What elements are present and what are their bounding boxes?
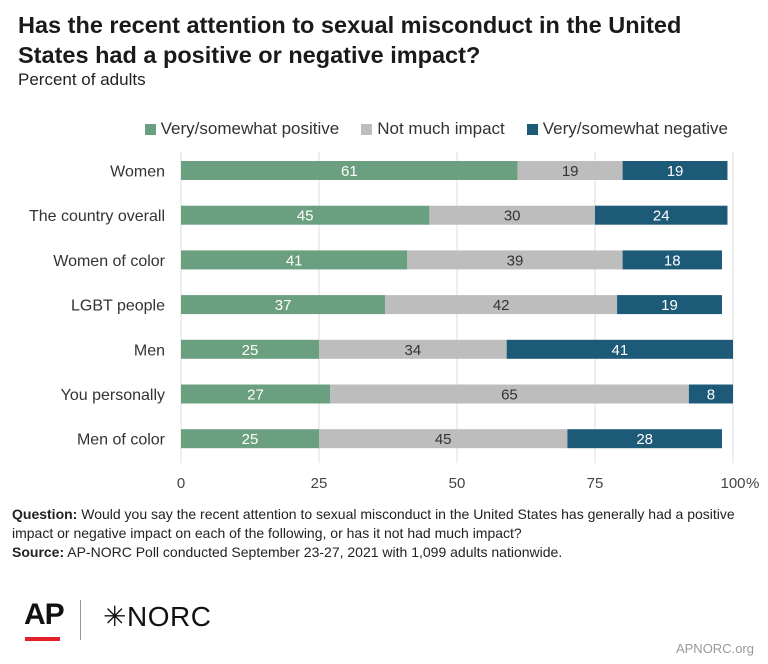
bar-segment <box>595 205 728 225</box>
bar-segment <box>506 339 733 359</box>
bar-segment <box>181 205 430 225</box>
x-axis-unit: % <box>746 475 759 492</box>
category-label: Men of color <box>77 432 166 449</box>
data-label: 42 <box>493 297 510 314</box>
data-label: 30 <box>504 208 521 225</box>
footnote: Question: Would you say the recent atten… <box>12 505 752 562</box>
x-tick-label: 50 <box>449 475 466 492</box>
bar-segment <box>688 384 733 404</box>
category-label: Women <box>110 164 165 181</box>
source-text: AP-NORC Poll conducted September 23-27, … <box>67 544 563 560</box>
data-label: 34 <box>404 342 421 359</box>
stacked-bar-chart: 0 25 50 75 100 % Women 61 19 19 The country overal… <box>29 152 759 492</box>
bar-segment <box>330 384 689 404</box>
data-label: 28 <box>636 431 653 448</box>
bar-segment <box>181 384 331 404</box>
bar-segment <box>622 161 728 180</box>
legend-item-neutral: Not much impact <box>361 119 505 139</box>
legend: Very/somewhat positive Not much impact V… <box>144 119 728 139</box>
legend-label-neutral: Not much impact <box>377 119 505 138</box>
bar-segment <box>567 429 722 449</box>
category-label: Men <box>134 342 165 359</box>
bar-segment <box>319 339 507 359</box>
legend-item-positive: Very/somewhat positive <box>144 119 340 139</box>
norc-logo-text: NORC <box>126 601 212 632</box>
category-label: Women of color <box>53 253 165 270</box>
legend-item-negative: Very/somewhat negative <box>526 119 728 139</box>
bar-segment <box>181 295 386 315</box>
category-label: LGBT people <box>71 298 165 315</box>
bar-segment <box>617 295 722 315</box>
site-url: APNORC.org <box>675 641 754 656</box>
data-label: 61 <box>341 163 358 180</box>
data-label: 19 <box>667 163 684 180</box>
data-label: 39 <box>507 252 524 269</box>
legend-swatch-neutral <box>361 123 373 135</box>
question-label: Question: <box>12 506 78 522</box>
legend-swatch-positive <box>144 123 156 135</box>
data-label: 65 <box>501 387 518 404</box>
data-label: 8 <box>707 387 715 404</box>
data-label: 41 <box>611 342 628 359</box>
question-text: Would you say the recent attention to se… <box>12 506 735 541</box>
bar-segment <box>517 161 623 180</box>
bar-segment <box>429 205 595 225</box>
source-note: Source: AP-NORC Poll conducted September… <box>12 543 752 562</box>
legend-label-negative: Very/somewhat negative <box>542 119 728 138</box>
data-label: 45 <box>435 431 452 448</box>
ap-logo-underline <box>25 637 60 641</box>
chart-subtitle: Percent of adults <box>18 70 146 89</box>
norc-logo: ✳NORC <box>103 600 211 633</box>
legend-swatch-negative <box>526 123 538 135</box>
x-tick-label: 100 <box>720 475 745 492</box>
data-label: 19 <box>562 163 579 180</box>
question-note: Question: Would you say the recent atten… <box>12 505 752 543</box>
legend-label-positive: Very/somewhat positive <box>160 119 340 138</box>
x-tick-label: 75 <box>587 475 604 492</box>
bar-segment <box>181 429 319 449</box>
norc-star-icon: ✳ <box>103 601 127 632</box>
source-label: Source: <box>12 544 65 560</box>
data-label: 41 <box>286 252 303 269</box>
bar-segment <box>181 339 319 359</box>
data-label: 25 <box>242 342 259 359</box>
x-tick-label: 0 <box>177 475 185 492</box>
bar-segment <box>385 295 618 315</box>
bar-segment <box>181 250 408 270</box>
data-label: 18 <box>664 252 681 269</box>
data-label: 27 <box>247 387 264 404</box>
bar-segment <box>407 250 623 270</box>
x-tick-label: 25 <box>311 475 328 492</box>
data-label: 45 <box>297 208 314 225</box>
data-label: 24 <box>653 208 670 225</box>
bar-segment <box>622 250 722 270</box>
bar-segment <box>319 429 568 449</box>
category-label: You personally <box>61 387 165 404</box>
ap-logo: AP <box>24 598 65 631</box>
logo-divider <box>80 600 81 640</box>
category-label: The country overall <box>29 208 165 225</box>
data-label: 25 <box>242 431 259 448</box>
bar-segment <box>181 161 518 180</box>
chart-title: Has the recent attention to sexual misco… <box>18 12 682 68</box>
data-label: 19 <box>661 297 678 314</box>
data-label: 37 <box>275 297 292 314</box>
